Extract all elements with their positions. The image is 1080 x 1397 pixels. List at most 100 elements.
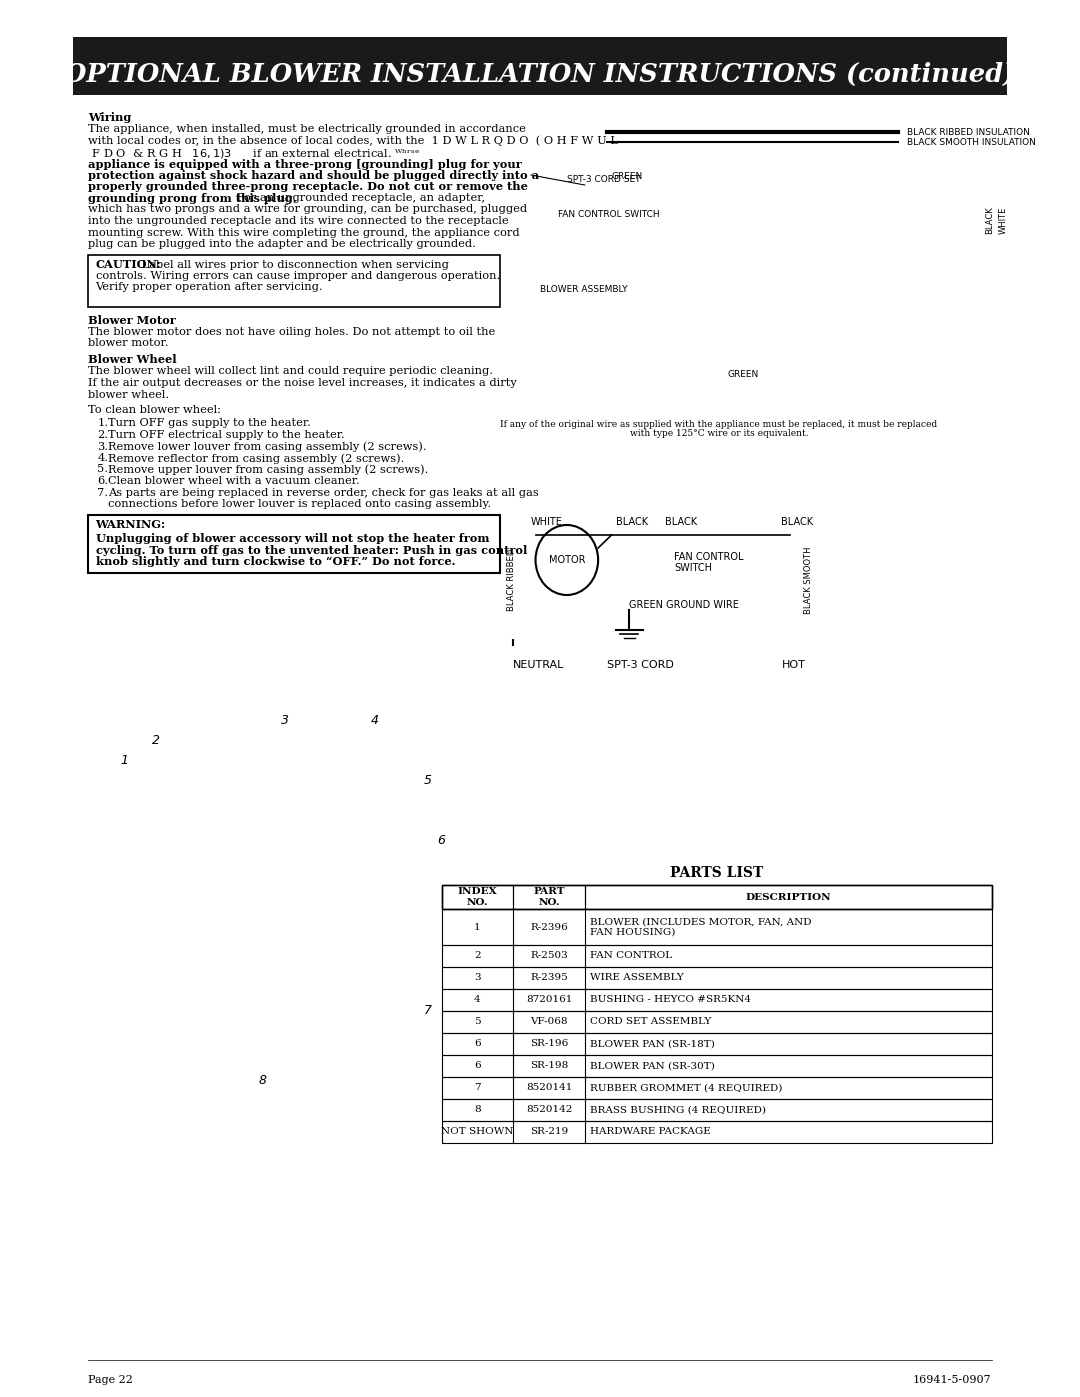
Text: with type 125°C wire or its equivalent.: with type 125°C wire or its equivalent.	[630, 429, 808, 439]
Text: FAN CONTROL SWITCH: FAN CONTROL SWITCH	[558, 210, 660, 219]
Text: R-2395: R-2395	[530, 974, 568, 982]
Text: 1.: 1.	[97, 419, 108, 429]
Text: Remove upper louver from casing assembly (2 screws).: Remove upper louver from casing assembly…	[108, 464, 429, 475]
Text: Wiring: Wiring	[89, 112, 132, 123]
Text: Label all wires prior to disconnection when servicing: Label all wires prior to disconnection w…	[137, 260, 448, 270]
Text: For an ungrounded receptacle, an adapter,: For an ungrounded receptacle, an adapter…	[233, 193, 485, 203]
Bar	[442, 989, 991, 1011]
Text: CAUTION:: CAUTION:	[95, 260, 161, 271]
Text: cycling. To turn off gas to the unvented heater: Push in gas control: cycling. To turn off gas to the unvented…	[95, 545, 527, 556]
Text: The blower wheel will collect lint and could require periodic cleaning.: The blower wheel will collect lint and c…	[89, 366, 494, 377]
Text: 3: 3	[474, 974, 481, 982]
Bar	[73, 36, 1007, 95]
Text: WHITE: WHITE	[531, 517, 563, 527]
Bar	[442, 1120, 991, 1143]
Text: SR-196: SR-196	[530, 1039, 568, 1049]
Text: BUSHING - HEYCO #SR5KN4: BUSHING - HEYCO #SR5KN4	[590, 996, 751, 1004]
Bar	[442, 944, 991, 967]
Text: 8: 8	[259, 1073, 267, 1087]
Text: 2.: 2.	[97, 430, 108, 440]
Text: with local codes or, in the absence of local codes, with the  1 D W L R Q D O  (: with local codes or, in the absence of l…	[89, 136, 618, 147]
Text: RUBBER GROMMET (4 REQUIRED): RUBBER GROMMET (4 REQUIRED)	[590, 1084, 782, 1092]
Text: GREEN: GREEN	[728, 370, 759, 379]
Text: Turn OFF electrical supply to the heater.: Turn OFF electrical supply to the heater…	[108, 430, 345, 440]
Text: BLOWER PAN (SR-18T): BLOWER PAN (SR-18T)	[590, 1039, 715, 1049]
Text: BLACK RIBBED INSULATION: BLACK RIBBED INSULATION	[906, 129, 1029, 137]
Text: protection against shock hazard and should be plugged directly into a: protection against shock hazard and shou…	[89, 170, 540, 182]
Text: 8520141: 8520141	[526, 1084, 572, 1092]
Text: SR-198: SR-198	[530, 1062, 568, 1070]
Text: GREEN: GREEN	[611, 172, 643, 182]
Text: CORD SET ASSEMBLY: CORD SET ASSEMBLY	[590, 1017, 712, 1027]
Bar	[89, 254, 500, 306]
Text: DESCRIPTION: DESCRIPTION	[745, 893, 831, 901]
Text: BLACK: BLACK	[985, 207, 995, 233]
Text: The appliance, when installed, must be electrically grounded in accordance: The appliance, when installed, must be e…	[89, 124, 526, 134]
Text: WIRE ASSEMBLY: WIRE ASSEMBLY	[590, 974, 684, 982]
Text: 8520142: 8520142	[526, 1105, 572, 1115]
Text: into the ungrounded receptacle and its wire connected to the receptacle: into the ungrounded receptacle and its w…	[89, 217, 509, 226]
Text: If the air output decreases or the noise level increases, it indicates a dirty: If the air output decreases or the noise…	[89, 379, 517, 388]
Bar	[442, 909, 991, 944]
Text: controls. Wiring errors can cause improper and dangerous operation.: controls. Wiring errors can cause improp…	[95, 271, 500, 281]
Text: BRASS BUSHING (4 REQUIRED): BRASS BUSHING (4 REQUIRED)	[590, 1105, 766, 1115]
Text: PART
NO.: PART NO.	[534, 887, 565, 907]
Text: Turn OFF gas supply to the heater.: Turn OFF gas supply to the heater.	[108, 419, 311, 429]
Text: INDEX
NO.: INDEX NO.	[458, 887, 497, 907]
Text: 1: 1	[120, 753, 129, 767]
Text: blower motor.: blower motor.	[89, 338, 168, 348]
Text: 4: 4	[370, 714, 379, 726]
Text: OPTIONAL BLOWER INSTALLATION INSTRUCTIONS (continued): OPTIONAL BLOWER INSTALLATION INSTRUCTION…	[65, 61, 1015, 87]
Text: 4: 4	[474, 996, 481, 1004]
Text: WHITE: WHITE	[999, 207, 1008, 233]
Text: 6.: 6.	[97, 476, 108, 486]
Text: The blower motor does not have oiling holes. Do not attempt to oil the: The blower motor does not have oiling ho…	[89, 327, 496, 337]
Text: 7: 7	[474, 1084, 481, 1092]
Text: BLACK: BLACK	[782, 517, 813, 527]
Bar	[442, 886, 991, 909]
Text: 6: 6	[474, 1062, 481, 1070]
Text: blower wheel.: blower wheel.	[89, 390, 170, 400]
Text: Page 22: Page 22	[89, 1375, 133, 1384]
Text: R-2396: R-2396	[530, 922, 568, 932]
Text: Verify proper operation after servicing.: Verify proper operation after servicing.	[95, 282, 323, 292]
Text: properly grounded three-prong receptacle. Do not cut or remove the: properly grounded three-prong receptacle…	[89, 182, 528, 193]
Bar	[442, 1077, 991, 1099]
Text: Remove lower louver from casing assembly (2 screws).: Remove lower louver from casing assembly…	[108, 441, 427, 453]
Text: plug can be plugged into the adapter and be electrically grounded.: plug can be plugged into the adapter and…	[89, 239, 476, 249]
Text: 7: 7	[424, 1003, 432, 1017]
Text: 8720161: 8720161	[526, 996, 572, 1004]
Text: SPT-3 CORD: SPT-3 CORD	[607, 659, 674, 671]
Text: 16941-5-0907: 16941-5-0907	[913, 1375, 991, 1384]
Text: SR-219: SR-219	[530, 1127, 568, 1137]
Bar	[89, 514, 500, 573]
Text: 6: 6	[437, 834, 446, 847]
Text: As parts are being replaced in reverse order, check for gas leaks at all gas: As parts are being replaced in reverse o…	[108, 488, 539, 497]
Text: 7.: 7.	[97, 488, 108, 497]
Text: 5: 5	[424, 774, 432, 787]
Bar	[442, 967, 991, 989]
Text: which has two prongs and a wire for grounding, can be purchased, plugged: which has two prongs and a wire for grou…	[89, 204, 527, 215]
Text: connections before lower louver is replaced onto casing assembly.: connections before lower louver is repla…	[108, 499, 491, 509]
Text: If any of the original wire as supplied with the appliance must be replaced, it : If any of the original wire as supplied …	[500, 420, 937, 429]
Text: 2: 2	[474, 951, 481, 961]
Text: 3.: 3.	[97, 441, 108, 451]
Text: R-2503: R-2503	[530, 951, 568, 961]
Text: BLOWER ASSEMBLY: BLOWER ASSEMBLY	[540, 285, 627, 293]
Bar	[442, 886, 991, 909]
Text: PARTS LIST: PARTS LIST	[670, 866, 764, 880]
Text: F D O  & R G H   $ 1 6 ,  1 ) 3 $      if an external electrical. ᵂʰʳˢᵉ: F D O & R G H $ 1 6 , 1 ) 3 $ if an exte…	[89, 147, 421, 161]
Text: 2: 2	[151, 733, 160, 746]
Text: knob slightly and turn clockwise to “OFF.” Do not force.: knob slightly and turn clockwise to “OFF…	[95, 556, 455, 567]
Text: WARNING:: WARNING:	[95, 520, 165, 531]
Text: MOTOR: MOTOR	[549, 555, 585, 564]
Text: Blower Motor: Blower Motor	[89, 314, 176, 326]
Text: HARDWARE PACKAGE: HARDWARE PACKAGE	[590, 1127, 711, 1137]
Bar	[442, 1011, 991, 1032]
Bar	[442, 1032, 991, 1055]
Text: Remove reflector from casing assembly (2 screws).: Remove reflector from casing assembly (2…	[108, 453, 405, 464]
Text: Blower Wheel: Blower Wheel	[89, 353, 177, 365]
Text: 3: 3	[281, 714, 289, 726]
Text: 5: 5	[474, 1017, 481, 1027]
Text: VF-068: VF-068	[530, 1017, 568, 1027]
